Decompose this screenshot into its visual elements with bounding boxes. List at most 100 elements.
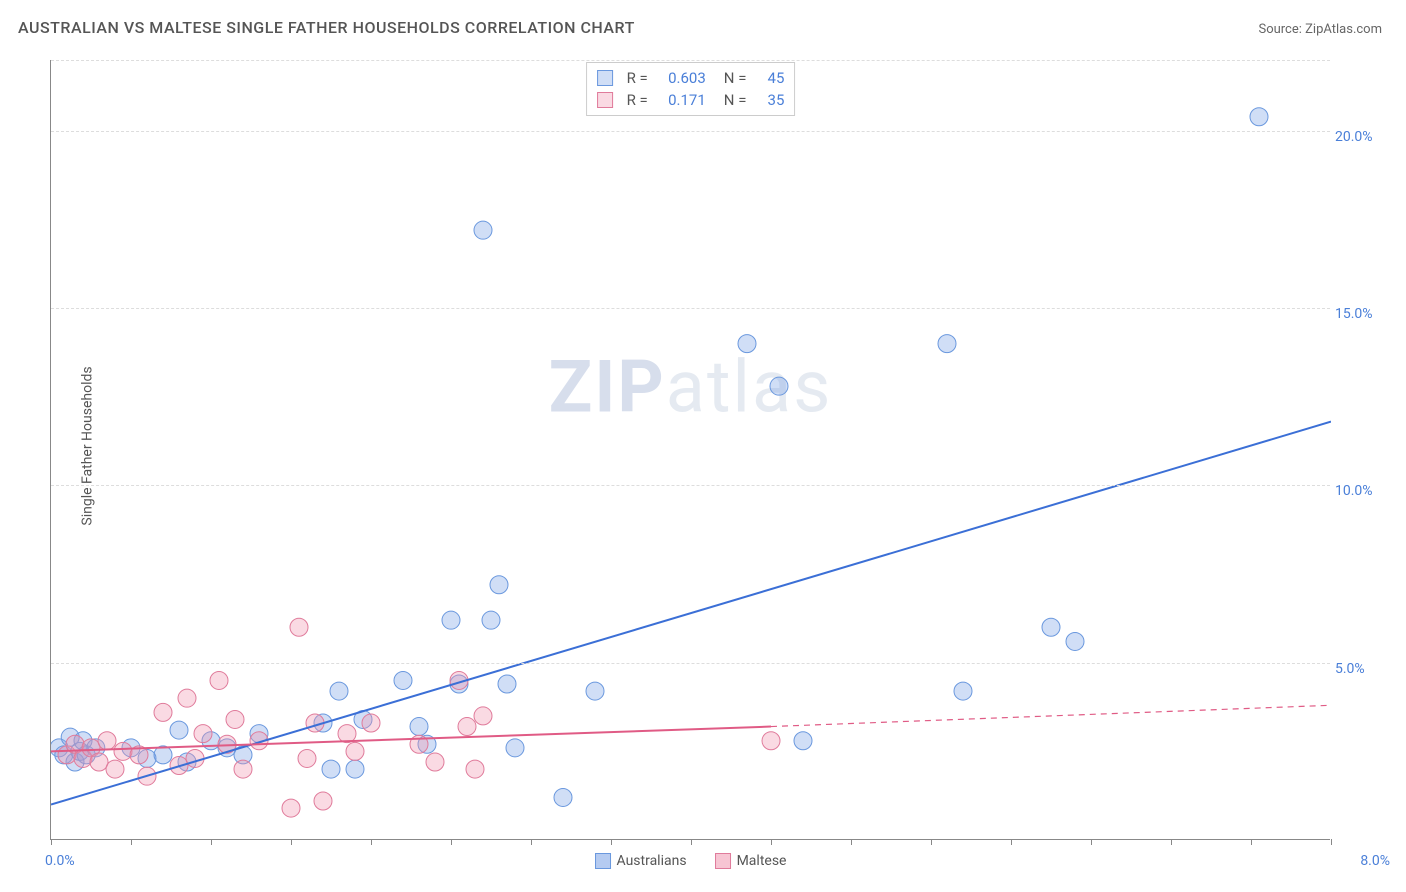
data-point — [61, 728, 79, 746]
data-point — [458, 718, 476, 736]
data-point — [114, 742, 132, 760]
data-point — [178, 753, 196, 771]
legend-swatch — [715, 853, 731, 869]
data-point — [298, 749, 316, 767]
stats-row: R =0.171N =35 — [597, 89, 785, 111]
data-point — [218, 735, 236, 753]
stats-swatch — [597, 92, 613, 108]
data-point — [474, 707, 492, 725]
x-tick — [211, 839, 212, 845]
data-point — [466, 760, 484, 778]
data-point — [250, 725, 268, 743]
data-point — [178, 689, 196, 707]
y-tick-label: 5.0% — [1335, 661, 1390, 677]
data-point — [282, 799, 300, 817]
data-point — [450, 675, 468, 693]
data-point — [71, 742, 89, 760]
data-point — [314, 714, 332, 732]
source-attribution: Source: ZipAtlas.com — [1258, 22, 1382, 37]
correlation-stats-box: R =0.603N =45R =0.171N =35 — [586, 62, 796, 116]
data-point — [58, 746, 76, 764]
regression-line — [51, 727, 771, 752]
data-point — [410, 735, 428, 753]
stats-n-label: N = — [724, 69, 747, 87]
data-point — [1250, 108, 1268, 126]
gridline — [51, 60, 1330, 61]
data-point — [290, 618, 308, 636]
data-point — [87, 739, 105, 757]
data-point — [170, 757, 188, 775]
data-point — [74, 732, 92, 750]
data-point — [490, 576, 508, 594]
data-point — [554, 788, 572, 806]
regression-line — [51, 422, 1331, 805]
data-point — [738, 335, 756, 353]
data-point — [122, 739, 140, 757]
data-point — [250, 732, 268, 750]
legend-item: Australians — [595, 853, 687, 869]
data-point — [770, 377, 788, 395]
watermark: ZIPatlas — [549, 345, 833, 430]
data-point — [506, 739, 524, 757]
legend-item: Maltese — [715, 853, 787, 869]
data-point — [77, 746, 95, 764]
x-tick — [1091, 839, 1092, 845]
gridline — [51, 131, 1330, 132]
data-point — [426, 753, 444, 771]
x-tick — [1251, 839, 1252, 845]
data-point — [51, 739, 68, 757]
data-point — [66, 735, 84, 753]
data-point — [394, 671, 412, 689]
data-point — [186, 749, 204, 767]
data-point — [346, 760, 364, 778]
stats-r-value: 0.171 — [656, 91, 706, 109]
x-tick — [531, 839, 532, 845]
x-axis-max-label: 8.0% — [1360, 853, 1390, 869]
data-point — [226, 710, 244, 728]
data-point — [170, 721, 188, 739]
legend-swatch — [595, 853, 611, 869]
x-tick — [611, 839, 612, 845]
data-point — [130, 746, 148, 764]
data-point — [322, 760, 340, 778]
data-point — [194, 725, 212, 743]
data-point — [362, 714, 380, 732]
data-point — [82, 739, 100, 757]
x-tick — [1331, 839, 1332, 845]
legend-label: Australians — [617, 853, 687, 869]
data-point — [210, 671, 228, 689]
x-tick — [371, 839, 372, 845]
data-point — [90, 753, 108, 771]
x-tick — [1171, 839, 1172, 845]
x-axis-min-label: 0.0% — [45, 853, 75, 869]
x-tick — [131, 839, 132, 845]
data-point — [314, 792, 332, 810]
data-point — [234, 760, 252, 778]
x-tick — [851, 839, 852, 845]
data-point — [154, 746, 172, 764]
data-point — [138, 767, 156, 785]
data-point — [106, 760, 124, 778]
stats-r-label: R = — [627, 91, 648, 109]
stats-r-value: 0.603 — [656, 69, 706, 87]
y-tick-label: 15.0% — [1335, 306, 1390, 322]
stats-n-value: 45 — [754, 69, 784, 87]
data-point — [306, 714, 324, 732]
data-point — [1066, 632, 1084, 650]
data-point — [938, 335, 956, 353]
stats-r-label: R = — [627, 69, 648, 87]
stats-n-label: N = — [724, 91, 747, 109]
data-point — [330, 682, 348, 700]
stats-row: R = 0.603 N = 45 — [597, 67, 785, 89]
legend-label: Maltese — [737, 853, 787, 869]
data-point — [98, 732, 116, 750]
data-point — [410, 718, 428, 736]
data-point — [762, 732, 780, 750]
x-tick — [51, 839, 52, 845]
data-point — [66, 753, 84, 771]
x-tick — [931, 839, 932, 845]
data-point — [354, 710, 372, 728]
plot-svg — [51, 60, 1331, 840]
gridline — [51, 308, 1330, 309]
x-tick — [1011, 839, 1012, 845]
